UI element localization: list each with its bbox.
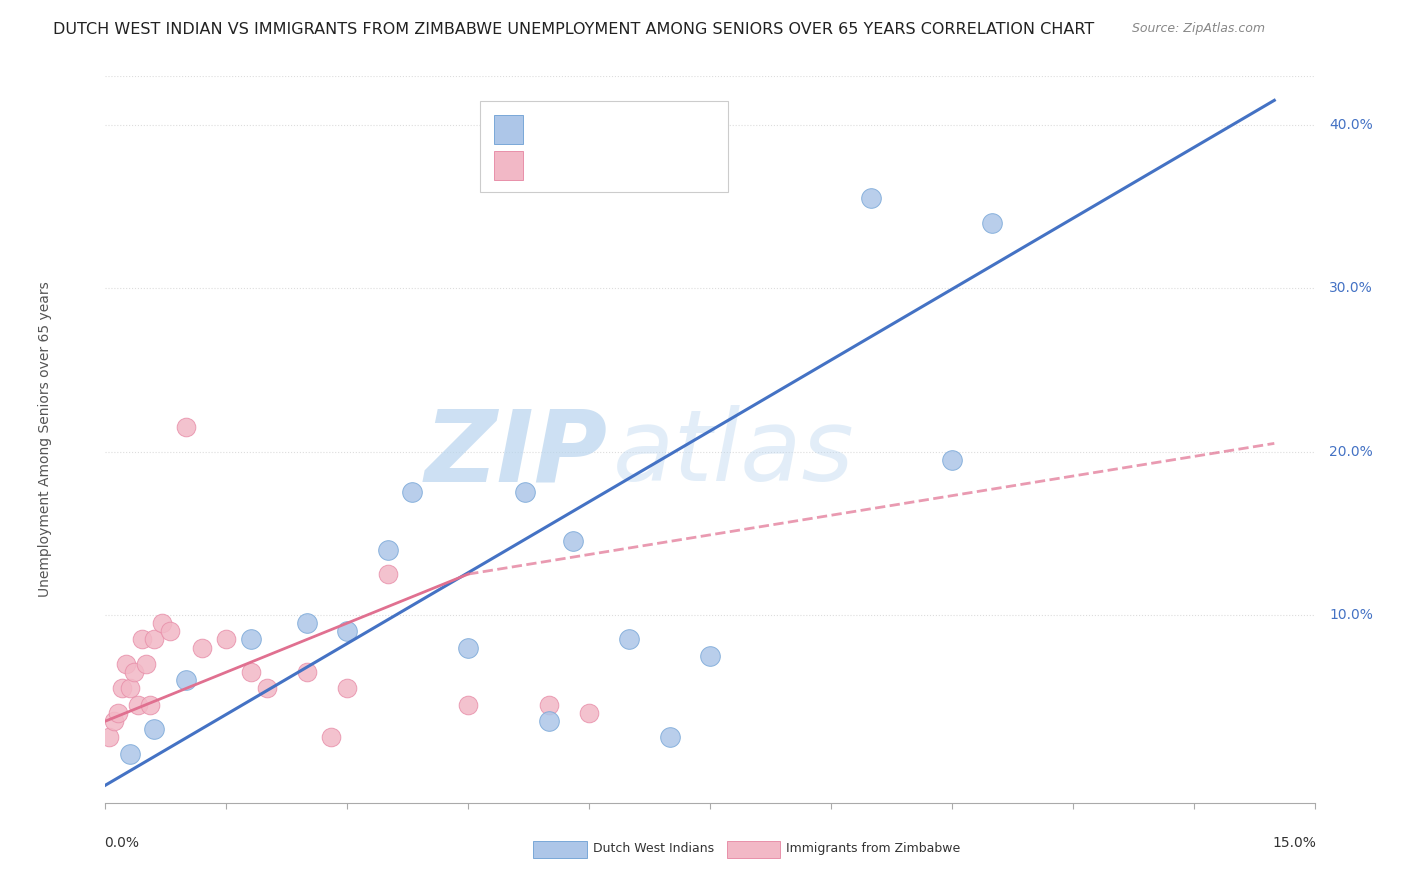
FancyBboxPatch shape (481, 102, 728, 192)
Point (401, 485, 423, 500)
Point (239, 632, 262, 647)
Point (191, 640, 214, 655)
Point (131, 632, 153, 647)
Text: R = 0.803   N = 18: R = 0.803 N = 18 (529, 120, 699, 138)
Point (860, 191, 883, 205)
Point (118, 747, 141, 761)
Text: Immigrants from Zimbabwe: Immigrants from Zimbabwe (786, 842, 960, 855)
Text: 30.0%: 30.0% (1329, 281, 1372, 295)
Point (537, 714, 560, 728)
Point (336, 624, 359, 639)
Point (295, 665, 318, 679)
Point (699, 648, 721, 663)
Point (127, 698, 149, 712)
Point (457, 640, 479, 655)
Point (142, 723, 165, 737)
Point (122, 665, 145, 679)
Point (114, 657, 136, 671)
Text: R = 0.289   N = 26: R = 0.289 N = 26 (529, 156, 699, 174)
Point (537, 698, 560, 712)
Point (457, 698, 479, 712)
Point (658, 731, 681, 745)
Point (103, 714, 125, 728)
Point (562, 534, 585, 549)
Point (150, 616, 173, 631)
Text: ZIP: ZIP (425, 405, 607, 502)
Point (377, 567, 399, 582)
Point (377, 542, 399, 557)
Point (174, 420, 197, 434)
Text: 0.0%: 0.0% (104, 836, 139, 849)
Point (513, 485, 536, 500)
Point (239, 665, 262, 679)
Point (159, 624, 181, 639)
Point (110, 681, 132, 696)
Text: Unemployment Among Seniors over 65 years: Unemployment Among Seniors over 65 years (38, 282, 52, 597)
Point (118, 681, 141, 696)
Point (578, 706, 600, 720)
Point (142, 632, 165, 647)
FancyBboxPatch shape (533, 840, 586, 858)
FancyBboxPatch shape (727, 840, 780, 858)
Text: 20.0%: 20.0% (1329, 444, 1372, 458)
Point (174, 673, 197, 688)
Point (295, 616, 318, 631)
Point (135, 657, 157, 671)
Text: atlas: atlas (613, 405, 855, 502)
Point (619, 632, 641, 647)
Text: 10.0%: 10.0% (1329, 608, 1374, 622)
Point (215, 632, 238, 647)
Text: DUTCH WEST INDIAN VS IMMIGRANTS FROM ZIMBABWE UNEMPLOYMENT AMONG SENIORS OVER 65: DUTCH WEST INDIAN VS IMMIGRANTS FROM ZIM… (53, 22, 1095, 37)
Text: Source: ZipAtlas.com: Source: ZipAtlas.com (1132, 22, 1265, 36)
Point (941, 452, 963, 467)
Point (321, 731, 343, 745)
Point (139, 698, 162, 712)
Point (98, 731, 121, 745)
Point (981, 216, 1004, 230)
FancyBboxPatch shape (494, 115, 523, 145)
Point (336, 681, 359, 696)
Text: 15.0%: 15.0% (1272, 836, 1316, 849)
FancyBboxPatch shape (494, 151, 523, 180)
Point (256, 681, 278, 696)
Text: Dutch West Indians: Dutch West Indians (593, 842, 714, 855)
Point (107, 706, 129, 720)
Text: 40.0%: 40.0% (1329, 118, 1372, 132)
